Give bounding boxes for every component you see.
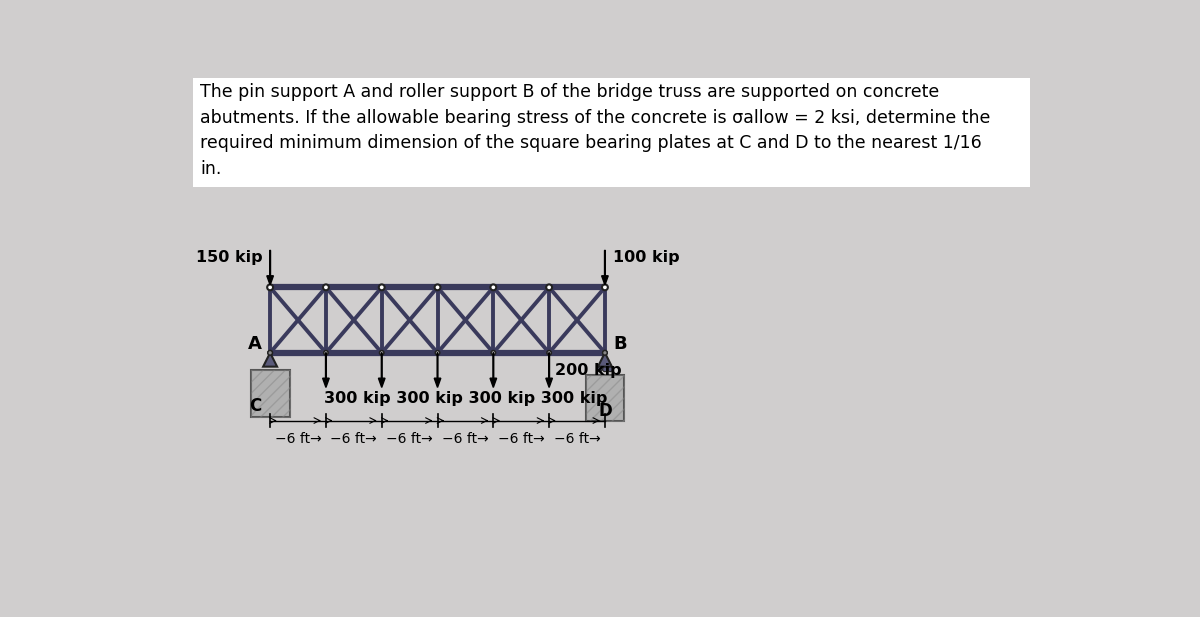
Circle shape <box>602 350 607 355</box>
Bar <box>251 370 289 416</box>
Text: 150 kip: 150 kip <box>196 250 263 265</box>
Circle shape <box>324 350 328 355</box>
Circle shape <box>268 284 274 290</box>
Text: −6 ft→: −6 ft→ <box>498 432 545 446</box>
Polygon shape <box>263 353 277 366</box>
FancyArrow shape <box>490 353 497 387</box>
Text: −6 ft→: −6 ft→ <box>553 432 600 446</box>
Circle shape <box>268 350 272 355</box>
Circle shape <box>379 284 385 290</box>
FancyArrow shape <box>323 353 329 387</box>
Circle shape <box>491 284 497 290</box>
Circle shape <box>602 284 608 290</box>
Circle shape <box>598 367 602 371</box>
Circle shape <box>379 350 384 355</box>
Text: −6 ft→: −6 ft→ <box>442 432 488 446</box>
FancyArrow shape <box>378 353 385 387</box>
Bar <box>586 375 624 421</box>
Text: in.: in. <box>200 160 222 178</box>
Circle shape <box>602 367 607 371</box>
FancyArrow shape <box>266 251 274 285</box>
Text: 100 kip: 100 kip <box>613 250 679 265</box>
Circle shape <box>491 350 496 355</box>
Circle shape <box>434 284 440 290</box>
FancyArrow shape <box>546 353 552 387</box>
Circle shape <box>268 350 272 355</box>
Bar <box>586 375 624 421</box>
Text: −6 ft→: −6 ft→ <box>386 432 433 446</box>
Text: 200 kip: 200 kip <box>556 363 622 378</box>
Text: A: A <box>247 334 262 352</box>
Circle shape <box>546 284 552 290</box>
Text: abutments. If the allowable bearing stress of the concrete is σallow = 2 ksi, de: abutments. If the allowable bearing stre… <box>200 109 991 126</box>
Circle shape <box>547 350 551 355</box>
Text: D: D <box>598 402 612 420</box>
Bar <box>193 78 1030 187</box>
Text: required minimum dimension of the square bearing plates at C and D to the neares: required minimum dimension of the square… <box>200 134 982 152</box>
Circle shape <box>602 350 607 355</box>
FancyArrow shape <box>434 353 440 387</box>
Text: B: B <box>613 334 628 352</box>
Circle shape <box>323 284 329 290</box>
Circle shape <box>436 350 439 355</box>
Text: −6 ft→: −6 ft→ <box>330 432 377 446</box>
Circle shape <box>608 367 612 371</box>
FancyArrow shape <box>601 251 608 285</box>
Text: −6 ft→: −6 ft→ <box>275 432 322 446</box>
Bar <box>251 370 289 416</box>
Text: C: C <box>250 397 262 415</box>
Polygon shape <box>598 353 612 366</box>
Text: The pin support A and roller support B of the bridge truss are supported on conc: The pin support A and roller support B o… <box>200 83 940 101</box>
Text: 300 kip 300 kip 300 kip 300 kip: 300 kip 300 kip 300 kip 300 kip <box>324 391 607 406</box>
